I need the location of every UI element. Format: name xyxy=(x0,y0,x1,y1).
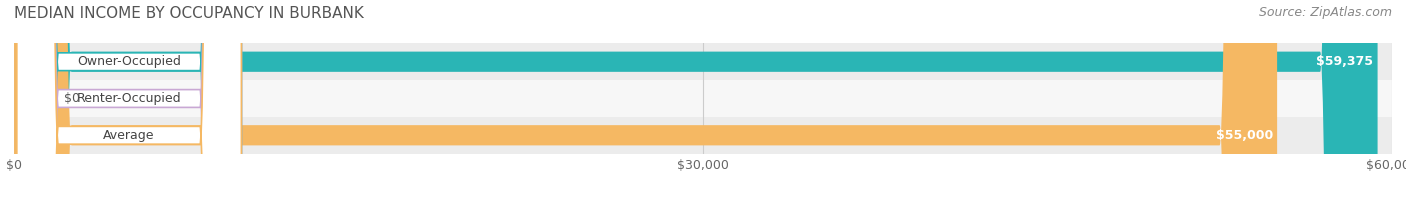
Text: MEDIAN INCOME BY OCCUPANCY IN BURBANK: MEDIAN INCOME BY OCCUPANCY IN BURBANK xyxy=(14,6,364,21)
Text: $55,000: $55,000 xyxy=(1216,129,1272,142)
Text: Renter-Occupied: Renter-Occupied xyxy=(77,92,181,105)
FancyBboxPatch shape xyxy=(17,0,242,197)
Text: $0: $0 xyxy=(63,92,80,105)
Bar xyxy=(14,43,1392,80)
Text: Source: ZipAtlas.com: Source: ZipAtlas.com xyxy=(1258,6,1392,19)
FancyBboxPatch shape xyxy=(17,0,242,197)
Bar xyxy=(14,80,1392,117)
FancyBboxPatch shape xyxy=(17,0,242,197)
FancyBboxPatch shape xyxy=(14,0,1378,197)
Text: $59,375: $59,375 xyxy=(1316,55,1374,68)
Bar xyxy=(14,117,1392,154)
Text: Owner-Occupied: Owner-Occupied xyxy=(77,55,181,68)
Text: Average: Average xyxy=(104,129,155,142)
FancyBboxPatch shape xyxy=(14,0,52,197)
FancyBboxPatch shape xyxy=(14,0,1277,197)
